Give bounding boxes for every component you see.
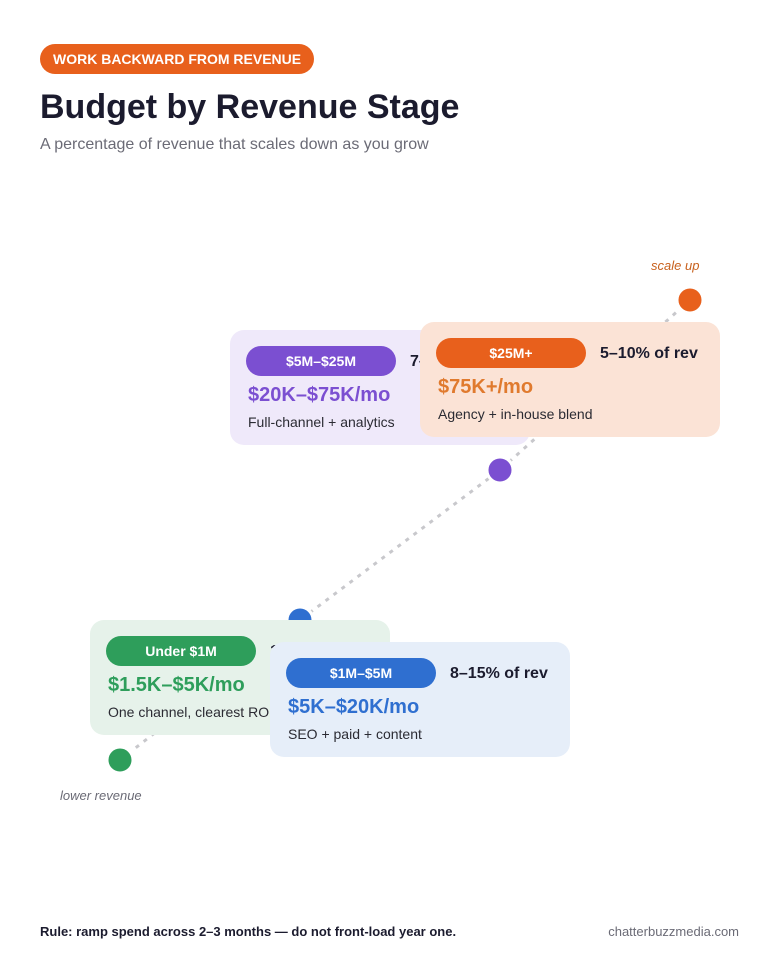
- end-note: scale up: [651, 258, 700, 273]
- stage-range: $1M–$5M: [286, 658, 436, 688]
- dotted-path: [119, 298, 692, 762]
- stage-card: $1M–$5M 8–15% of rev $5K–$20K/mo SEO + paid…: [270, 642, 570, 757]
- stage-range: $5M–$25M: [246, 346, 396, 376]
- stage-budget: $75K+/mo: [438, 376, 534, 398]
- stage-detail: SEO + paid + content: [288, 726, 422, 742]
- stage-range: $25M+: [436, 338, 586, 368]
- footer-site: chatterbuzzmedia.com: [608, 924, 739, 939]
- stage-range: Under $1M: [106, 636, 256, 666]
- stage-budget: $1.5K–$5K/mo: [108, 674, 245, 696]
- stage-detail: Agency + in-house blend: [438, 406, 593, 422]
- stage-percent: 5–10% of rev: [600, 345, 698, 362]
- stage-detail: One channel, clearest ROI: [108, 704, 273, 720]
- stage-dot: [105, 745, 135, 775]
- stage-dot: [485, 455, 515, 485]
- stage-budget: $5K–$20K/mo: [288, 696, 420, 718]
- stage-detail: Full-channel + analytics: [248, 414, 395, 430]
- stage-budget: $20K–$75K/mo: [248, 384, 391, 406]
- footer-rule: Rule: ramp spend across 2–3 months — do …: [40, 924, 457, 939]
- stage-dot: [675, 285, 705, 315]
- subtitle: A percentage of revenue that scales down…: [40, 136, 429, 153]
- start-note: lower revenue: [60, 788, 142, 803]
- stage-card: $25M+ 5–10% of rev $75K+/mo Agency + in-hou…: [420, 322, 720, 437]
- stage-percent: 8–15% of rev: [450, 665, 548, 682]
- badge: WORK BACKWARD FROM REVENUE: [40, 44, 315, 74]
- title: Budget by Revenue Stage: [40, 88, 460, 126]
